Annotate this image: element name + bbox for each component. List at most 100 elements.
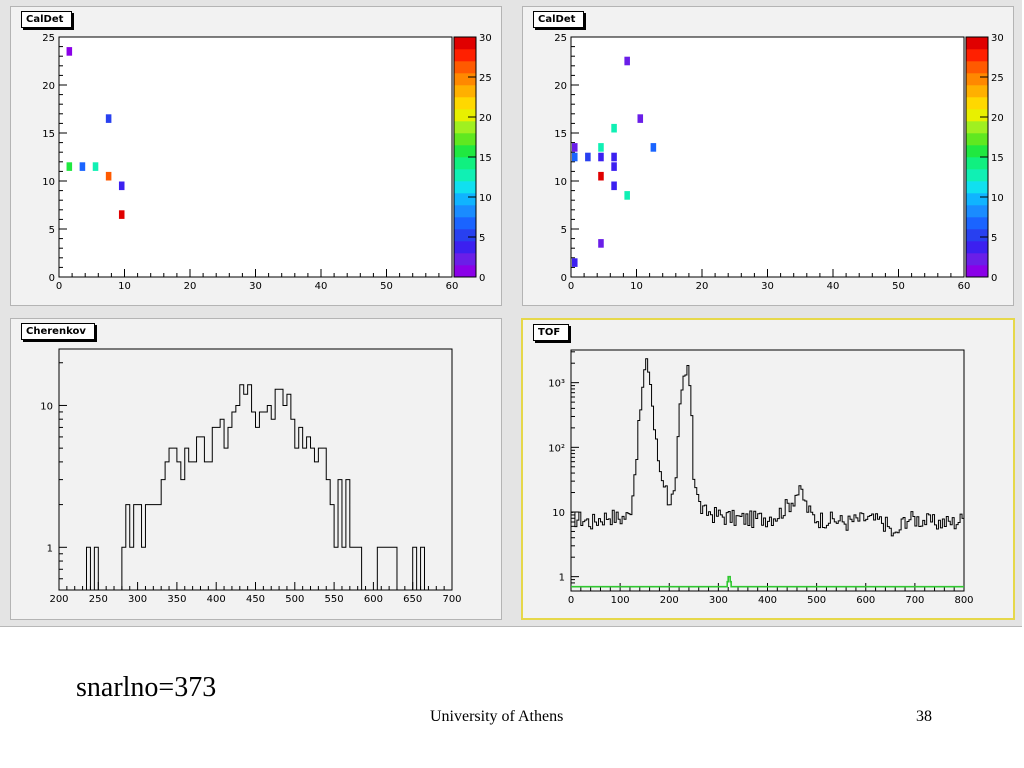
heatmap-cell: [105, 171, 112, 181]
z-tick-label: 5: [479, 233, 485, 244]
colorbar-segment: [454, 253, 476, 266]
x-tick-label: 550: [325, 594, 344, 605]
colorbar-segment: [966, 181, 988, 194]
heatmap-cell: [66, 47, 73, 56]
colorbar-segment: [966, 145, 988, 158]
x-tick-label: 60: [446, 281, 459, 292]
plot-frame: [58, 348, 453, 591]
heatmap-cell: [598, 152, 604, 162]
pad-title-caldet-1: CalDet: [21, 11, 73, 28]
heatmap-cell: [611, 162, 617, 171]
heatmap-cell: [118, 181, 125, 191]
caldet-2-plot: 0 10 20 30 40 50 60 0 5 10 15 20 25 0 5 10 15 20 25 30: [554, 33, 1004, 292]
x-tick-label: 700: [442, 594, 461, 605]
colorbar-segment: [966, 241, 988, 254]
heatmap-cell: [572, 152, 578, 162]
colorbar-segment: [454, 265, 476, 278]
cherenkov-plot: 200 250 300 350 400 450 500 550 600 650 700 1 10: [40, 348, 462, 605]
z-tick-label: 15: [991, 153, 1004, 164]
colorbar-segment: [454, 157, 476, 170]
x-tick-label: 250: [89, 594, 108, 605]
x-tick-label: 400: [207, 594, 226, 605]
x-tick-label: 600: [856, 595, 875, 606]
y-tick-label: 5: [561, 225, 567, 236]
y-tick-label: 10³: [548, 379, 565, 390]
colorbar-segment: [966, 85, 988, 98]
heatmap-cell: [598, 171, 604, 181]
y-tick-label: 5: [49, 225, 55, 236]
pad-caldet-2[interactable]: 0 10 20 30 40 50 60 0 5 10 15 20 25 0 5 10 15 20 25 30 CalD…: [522, 6, 1014, 306]
colorbar-segment: [454, 169, 476, 182]
colorbar-segment: [454, 61, 476, 74]
plot-frame: [570, 36, 965, 278]
z-tick-label: 25: [991, 73, 1004, 84]
x-tick-label: 50: [380, 281, 393, 292]
x-tick-label: 200: [49, 594, 68, 605]
plot-frame: [570, 349, 965, 592]
heatmap-cell: [66, 162, 73, 171]
y-tick-label: 25: [554, 33, 567, 44]
y-tick-label: 15: [554, 129, 567, 140]
colorbar-segment: [454, 85, 476, 98]
heatmap-cell: [105, 114, 112, 123]
y-tick-label: 25: [42, 33, 55, 44]
z-tick-label: 25: [479, 73, 492, 84]
colorbar-segment: [966, 109, 988, 122]
canvas-frame: 0 10 20 30 40 50 60 0 5 10 15 20 25 0 5 10 15 20 25 30 CalD…: [0, 0, 1022, 627]
y-tick-label: 20: [42, 81, 55, 92]
heatmap-cell: [624, 191, 630, 200]
z-tick-label: 20: [991, 113, 1004, 124]
heatmap-cell: [637, 114, 644, 123]
x-tick-label: 0: [56, 281, 62, 292]
colorbar-segment: [454, 145, 476, 158]
tof-plot: 0 100 200 300 400 500 600 700 800 1 10 10² 10³: [548, 349, 974, 606]
histogram-series: [59, 384, 452, 591]
pad-title-caldet-2: CalDet: [533, 11, 585, 28]
colorbar-segment: [966, 61, 988, 74]
colorbar-segment: [454, 205, 476, 218]
pad-tof[interactable]: 0 100 200 300 400 500 600 700 800 1 10 10² 10³ TOF: [521, 318, 1015, 620]
heatmap-cell: [611, 181, 617, 191]
heatmap-cell: [598, 239, 604, 248]
histogram-series: [571, 575, 964, 588]
x-tick-label: 30: [249, 281, 262, 292]
footer-institution: University of Athens: [430, 708, 564, 725]
colorbar-segment: [966, 49, 988, 62]
z-tick-label: 0: [991, 273, 997, 284]
colorbar-segment: [966, 265, 988, 278]
y-tick-label: 0: [561, 273, 567, 284]
heatmap-cell: [572, 258, 578, 267]
heatmap-cell: [624, 56, 630, 66]
y-tick-label: 10: [554, 177, 567, 188]
plot-frame: [58, 36, 453, 278]
colorbar-segment: [966, 205, 988, 218]
heatmap-cell: [118, 210, 125, 219]
pad-caldet-1[interactable]: 0 10 20 30 40 50 60 0 5 10 15 20 25 0 5 10 15 20 25 30 CalD…: [10, 6, 502, 306]
x-tick-label: 800: [954, 595, 973, 606]
z-tick-label: 10: [991, 193, 1004, 204]
x-tick-label: 0: [568, 595, 574, 606]
histogram-series: [571, 358, 964, 537]
heatmap-cell: [650, 143, 657, 152]
colorbar-segment: [454, 49, 476, 62]
colorbar-segment: [966, 217, 988, 230]
x-tick-label: 50: [892, 281, 905, 292]
z-tick-label: 20: [479, 113, 492, 124]
heatmap-cell: [611, 152, 617, 162]
colorbar-segment: [454, 97, 476, 110]
pad-cherenkov[interactable]: 200 250 300 350 400 450 500 550 600 650 700 1 10 Che…: [10, 318, 502, 620]
x-tick-label: 600: [364, 594, 383, 605]
y-tick-label: 1: [47, 543, 53, 554]
y-tick-label: 10: [40, 401, 53, 412]
y-tick-label: 10: [552, 508, 565, 519]
x-tick-label: 30: [761, 281, 774, 292]
heatmap-cell: [598, 143, 604, 152]
x-tick-label: 60: [958, 281, 971, 292]
pad-title-tof: TOF: [533, 324, 570, 341]
caldet-1-plot: 0 10 20 30 40 50 60 0 5 10 15 20 25 0 5 10 15 20 25 30: [42, 33, 492, 292]
colorbar-segment: [454, 37, 476, 50]
x-tick-label: 20: [696, 281, 709, 292]
colorbar-segment: [454, 229, 476, 242]
colorbar-segment: [454, 121, 476, 134]
colorbar-segment: [966, 169, 988, 182]
